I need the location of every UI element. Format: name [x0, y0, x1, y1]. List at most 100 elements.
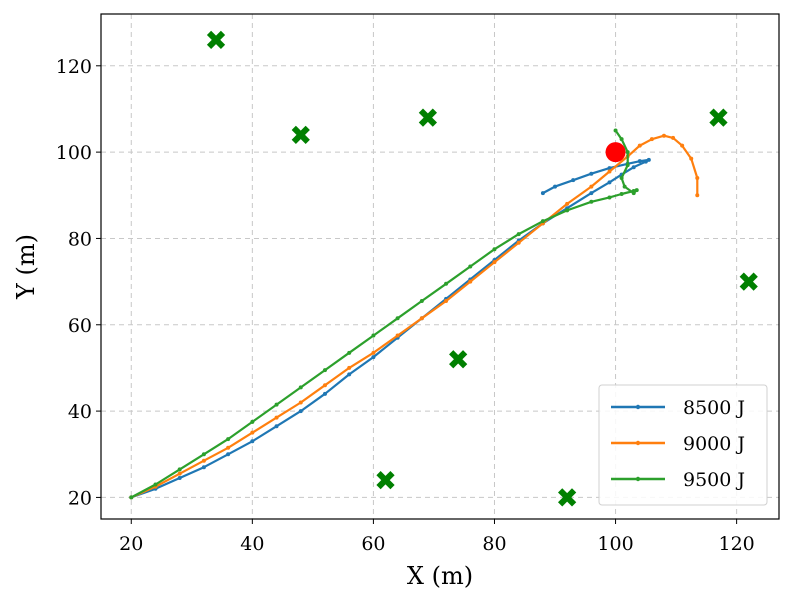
- series-1-point-4: [226, 445, 231, 450]
- series-0-point-5: [250, 439, 255, 444]
- series-2-point-28: [625, 150, 630, 155]
- series-2-point-6: [274, 402, 279, 407]
- series-1-point-11: [395, 333, 400, 338]
- y-tick-label-2: 60: [68, 315, 92, 337]
- series-1-point-13: [444, 299, 449, 304]
- series-1-point-27: [689, 156, 694, 161]
- series-0-point-2: [177, 475, 182, 480]
- chart-markers: [206, 30, 758, 507]
- series-0-point-4: [226, 452, 231, 457]
- legend-item-2: 9500 J: [611, 469, 745, 491]
- plot-frame: [100, 13, 780, 520]
- legend-label-2: 9500 J: [683, 469, 745, 491]
- series-1-point-26: [680, 143, 685, 148]
- series-2-point-25: [622, 184, 627, 189]
- legend-swatch-marker-2: [635, 476, 641, 482]
- series-line-0: [130, 158, 650, 499]
- legend: 8500 J 9000 J 9500 J: [598, 384, 768, 506]
- series-0-point-23: [643, 159, 648, 164]
- x-tick-label-3: 80: [482, 533, 506, 555]
- series-0-point-20: [607, 180, 612, 185]
- series-0-point-9: [347, 372, 352, 377]
- x-tick-label-4: 100: [597, 533, 633, 555]
- obstacle-marker-2: [418, 108, 438, 127]
- series-2-point-2: [177, 467, 182, 472]
- series-1-point-8: [322, 383, 327, 388]
- series-1-point-18: [565, 201, 570, 206]
- y-tick-label-1: 40: [68, 401, 92, 423]
- series-0-point-30: [553, 184, 558, 189]
- series-1-point-14: [468, 279, 473, 284]
- series-1-point-28: [695, 176, 700, 181]
- series-0-point-8: [322, 391, 327, 396]
- series-2-point-16: [516, 232, 521, 237]
- series-0-point-22: [631, 165, 636, 170]
- legend-box: [598, 384, 768, 506]
- series-1-point-23: [649, 137, 654, 142]
- series-2-point-29: [619, 137, 624, 142]
- series-2-point-3: [201, 452, 206, 457]
- series-2-point-7: [298, 385, 303, 390]
- series-1-point-20: [607, 169, 612, 174]
- series-2-point-24: [631, 191, 636, 196]
- series-2-point-1: [153, 482, 158, 487]
- series-1-point-12: [419, 316, 424, 321]
- series-2-point-8: [322, 368, 327, 373]
- series-2-point-11: [395, 316, 400, 321]
- y-tick-label-0: 20: [68, 487, 92, 509]
- series-1-point-2: [177, 471, 182, 476]
- series-1-point-10: [371, 350, 376, 355]
- x-axis-label: X (m): [407, 562, 473, 590]
- obstacle-marker-0: [206, 30, 226, 50]
- x-tick-label-2: 60: [361, 533, 385, 555]
- series-1-point-16: [516, 240, 521, 245]
- series-0-point-6: [274, 424, 279, 429]
- series-0-point-24: [646, 157, 651, 162]
- y-tick-label-4: 100: [56, 142, 92, 164]
- series-2-point-10: [371, 333, 376, 338]
- y-tick-label-5: 120: [56, 56, 92, 78]
- legend-swatch-marker-1: [635, 440, 641, 446]
- series-1-point-9: [347, 365, 352, 370]
- series-2-point-20: [607, 195, 612, 200]
- series-0-point-31: [540, 191, 545, 196]
- series-0-point-3: [201, 465, 206, 470]
- series-2-point-27: [625, 163, 630, 168]
- series-1-point-19: [589, 184, 594, 189]
- series-2-point-23: [634, 188, 639, 193]
- obstacle-marker-7: [558, 488, 577, 507]
- series-1-point-3: [201, 458, 206, 463]
- series-0-point-29: [571, 178, 576, 183]
- legend-item-0: 8500 J: [611, 397, 745, 419]
- series-2-point-26: [619, 176, 624, 181]
- series-2-point-9: [347, 350, 352, 355]
- obstacle-marker-4: [739, 272, 758, 291]
- series-1-point-25: [671, 135, 676, 140]
- series-0-point-7: [298, 409, 303, 414]
- legend-label-0: 8500 J: [683, 397, 745, 419]
- x-tick-label-1: 40: [240, 533, 264, 555]
- series-2-point-30: [613, 128, 618, 133]
- series-2-point-4: [226, 437, 231, 442]
- series-lines: [129, 128, 700, 500]
- series-1-point-29: [695, 193, 700, 198]
- obstacle-marker-1: [291, 125, 310, 144]
- series-2-point-13: [444, 281, 449, 286]
- series-2-point-18: [565, 208, 570, 213]
- series-0-point-28: [589, 171, 594, 176]
- obstacle-marker-3: [709, 108, 728, 127]
- legend-label-1: 9000 J: [683, 433, 745, 455]
- series-1-point-22: [637, 143, 642, 148]
- x-tick-label-5: 120: [718, 533, 754, 555]
- series-0-point-10: [371, 355, 376, 360]
- series-2-point-5: [250, 419, 255, 424]
- series-1-point-5: [250, 430, 255, 435]
- y-axis-label: Y (m): [12, 234, 40, 300]
- obstacle-marker-5: [449, 350, 468, 369]
- series-1-point-7: [298, 400, 303, 405]
- series-2-point-15: [492, 247, 497, 252]
- grid-lines: [101, 14, 779, 519]
- series-0-point-27: [607, 166, 612, 171]
- series-1-point-15: [492, 260, 497, 265]
